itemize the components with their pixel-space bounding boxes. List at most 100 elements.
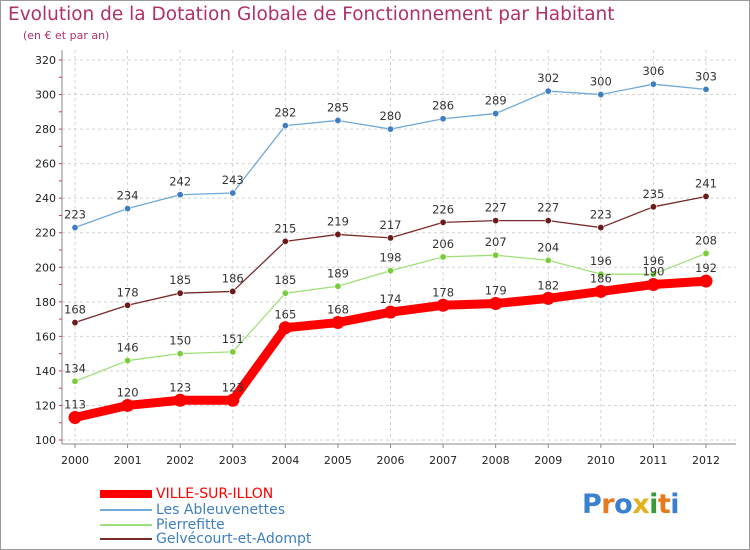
x-tick-label: 2012 (692, 454, 720, 467)
data-label: 165 (274, 308, 296, 322)
data-point (386, 125, 394, 133)
data-point (646, 278, 660, 292)
data-point (439, 218, 447, 226)
y-tick-label: 320 (35, 54, 56, 67)
data-point (597, 91, 605, 99)
data-point (649, 80, 657, 88)
logo-letter: P (582, 489, 602, 520)
data-point (334, 282, 342, 290)
data-point (124, 301, 132, 309)
data-label: 186 (590, 271, 612, 285)
y-tick-label: 120 (35, 399, 56, 412)
data-point (492, 110, 500, 118)
y-tick-label: 280 (35, 123, 56, 136)
data-point (281, 237, 289, 245)
data-point (384, 305, 397, 319)
data-point (331, 316, 345, 330)
data-point (702, 249, 710, 257)
data-point (541, 291, 555, 305)
data-point (702, 85, 710, 93)
data-label: 186 (222, 271, 244, 285)
x-tick-label: 2006 (377, 454, 405, 467)
data-label: 286 (432, 99, 454, 113)
data-point (386, 267, 394, 275)
data-label: 234 (117, 189, 139, 203)
data-point (439, 253, 447, 261)
data-point (229, 189, 237, 197)
data-point (226, 393, 240, 407)
data-label: 178 (432, 285, 454, 299)
data-label: 285 (327, 100, 349, 114)
data-label: 198 (380, 251, 402, 265)
data-point (71, 319, 79, 327)
data-point (544, 217, 552, 225)
data-label: 190 (642, 265, 664, 279)
y-tick-label: 200 (35, 261, 56, 274)
data-point (334, 116, 342, 124)
data-label: 303 (695, 69, 717, 83)
logo-letter: x (632, 489, 650, 520)
data-label: 178 (117, 285, 139, 299)
data-point (649, 203, 657, 211)
data-label: 123 (169, 380, 191, 394)
logo-letter: i (670, 489, 680, 520)
data-point (544, 256, 552, 264)
legend-label-les-ableuvenettes: Les Ableuvenettes (156, 502, 286, 518)
x-tick-label: 2008 (482, 454, 510, 467)
data-label: 306 (642, 64, 664, 78)
data-label: 120 (117, 385, 139, 399)
data-label: 174 (380, 292, 402, 306)
data-label: 243 (222, 173, 244, 187)
data-label: 151 (222, 332, 244, 346)
data-point (68, 411, 82, 425)
data-point (281, 122, 289, 130)
data-label: 134 (64, 361, 86, 375)
y-tick-label: 300 (35, 89, 56, 102)
data-label: 123 (222, 380, 244, 394)
chart-subtitle: (en € et par an) (23, 29, 110, 42)
x-tick-label: 2003 (219, 454, 247, 467)
x-tick-label: 2004 (271, 454, 299, 467)
data-point (278, 321, 292, 335)
legend-swatch-les-ableuvenettes (100, 509, 152, 511)
legend-label-pierrefitte: Pierrefitte (156, 517, 225, 533)
y-tick-label: 140 (35, 365, 56, 378)
data-label: 242 (169, 175, 191, 189)
data-point (71, 377, 79, 385)
data-label: 182 (537, 278, 559, 292)
data-label: 217 (380, 218, 402, 232)
x-tick-label: 2007 (429, 454, 457, 467)
data-label: 226 (432, 202, 454, 216)
series (68, 80, 713, 425)
data-label: 168 (64, 303, 86, 317)
data-point (436, 298, 450, 312)
data-label: 179 (485, 284, 507, 298)
data-label: 223 (64, 208, 86, 222)
data-point (699, 274, 713, 288)
data-label: 219 (327, 214, 349, 228)
data-label: 280 (380, 109, 402, 123)
data-label: 168 (327, 303, 349, 317)
chart-title: Evolution de la Dotation Globale de Fonc… (8, 4, 615, 25)
data-label: 192 (695, 261, 717, 275)
y-tick-label: 160 (35, 330, 56, 343)
data-label: 223 (590, 208, 612, 222)
x-tick-label: 2005 (324, 454, 352, 467)
data-label: 208 (695, 233, 717, 247)
data-point (229, 348, 237, 356)
y-tick-label: 240 (35, 192, 56, 205)
data-point (649, 270, 657, 278)
data-label: 113 (64, 398, 86, 412)
y-tick-label: 180 (35, 296, 56, 309)
data-point (124, 205, 132, 213)
y-tick-label: 220 (35, 227, 56, 240)
data-point (594, 284, 608, 298)
x-tick-label: 2000 (61, 454, 89, 467)
logo-letter: t (657, 489, 671, 520)
legend-swatch-pierrefitte (100, 524, 152, 526)
data-label: 207 (485, 235, 507, 249)
data-point (124, 357, 132, 365)
logo-letter: o (614, 489, 633, 520)
x-tick-label: 2011 (639, 454, 667, 467)
data-point (702, 192, 710, 200)
